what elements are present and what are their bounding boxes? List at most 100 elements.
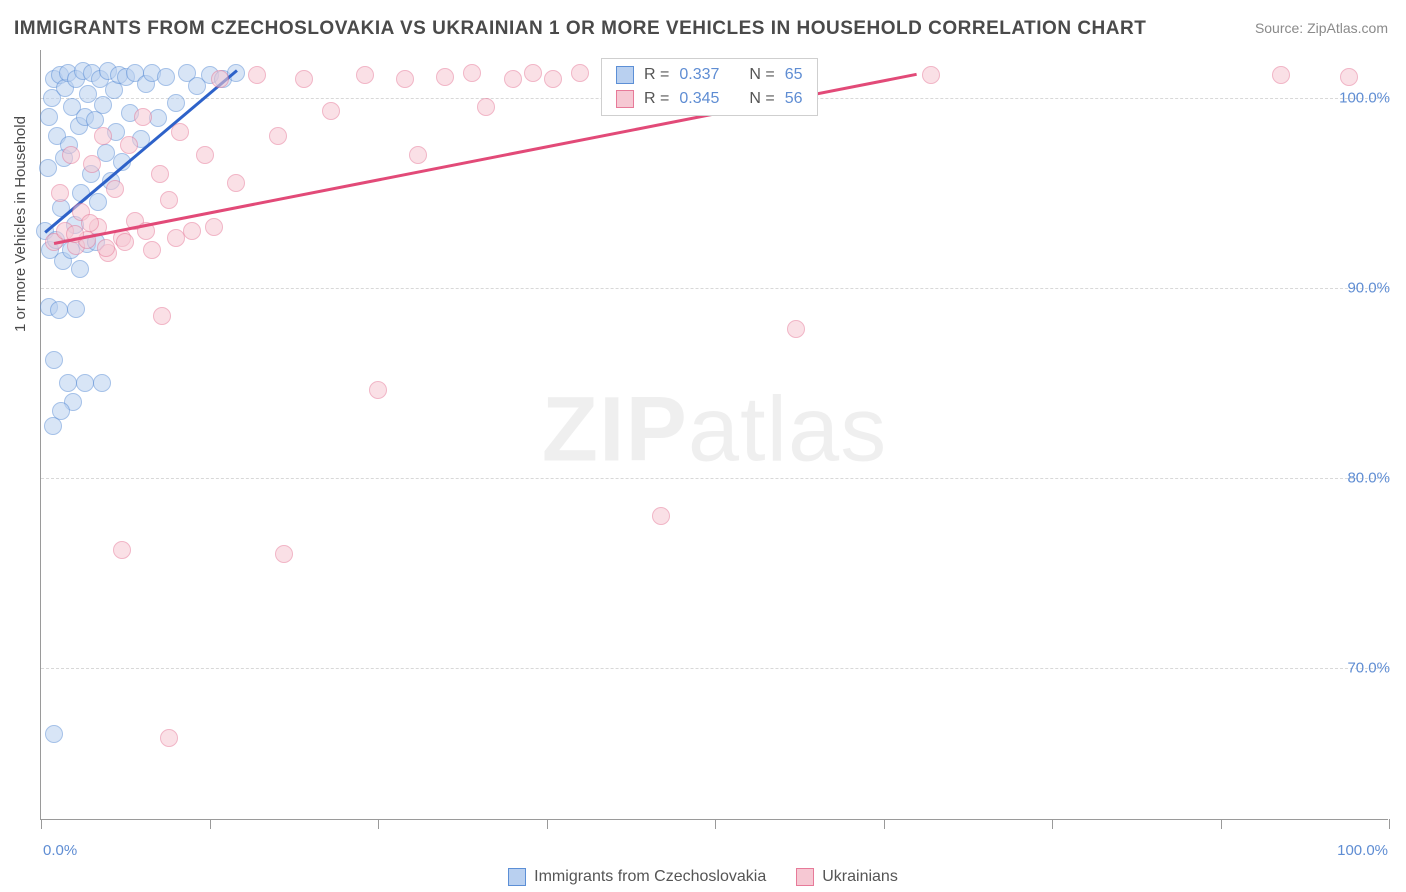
y-axis-title: 1 or more Vehicles in Household bbox=[12, 116, 29, 332]
data-point bbox=[183, 222, 201, 240]
x-tick-label: 100.0% bbox=[1337, 842, 1388, 859]
data-point bbox=[113, 541, 131, 559]
data-point bbox=[409, 146, 427, 164]
data-point bbox=[167, 94, 185, 112]
data-point bbox=[275, 545, 293, 563]
data-point bbox=[83, 155, 101, 173]
data-point bbox=[205, 218, 223, 236]
legend-stats-row: R = 0.345 N = 56 bbox=[602, 87, 817, 111]
data-point bbox=[1340, 68, 1358, 86]
legend-swatch bbox=[616, 90, 634, 108]
data-point bbox=[396, 70, 414, 88]
data-point bbox=[227, 174, 245, 192]
legend-item: Immigrants from Czechoslovakia bbox=[508, 868, 766, 886]
data-point bbox=[97, 239, 115, 257]
x-tick bbox=[41, 819, 42, 829]
data-point bbox=[369, 381, 387, 399]
bottom-legend: Immigrants from Czechoslovakia Ukrainians bbox=[0, 868, 1406, 886]
legend-stats-row: R = 0.337 N = 65 bbox=[602, 63, 817, 87]
gridline bbox=[41, 668, 1388, 669]
data-point bbox=[51, 184, 69, 202]
data-point bbox=[45, 725, 63, 743]
data-point bbox=[436, 68, 454, 86]
stat-r-value: 0.345 bbox=[679, 90, 719, 108]
source-label: Source: ZipAtlas.com bbox=[1255, 20, 1388, 36]
data-point bbox=[295, 70, 313, 88]
y-tick-label: 70.0% bbox=[1347, 659, 1390, 676]
data-point bbox=[322, 102, 340, 120]
data-point bbox=[45, 351, 63, 369]
data-point bbox=[153, 307, 171, 325]
data-point bbox=[504, 70, 522, 88]
data-point bbox=[93, 374, 111, 392]
x-tick bbox=[715, 819, 716, 829]
gridline bbox=[41, 288, 1388, 289]
data-point bbox=[167, 229, 185, 247]
x-tick bbox=[1221, 819, 1222, 829]
data-point bbox=[922, 66, 940, 84]
legend-label: Ukrainians bbox=[822, 868, 898, 886]
data-point bbox=[356, 66, 374, 84]
data-point bbox=[116, 233, 134, 251]
scatter-plot-area: ZIPatlas 70.0%80.0%90.0%100.0%0.0%100.0%… bbox=[40, 50, 1388, 820]
data-point bbox=[40, 108, 58, 126]
data-point bbox=[477, 98, 495, 116]
data-point bbox=[67, 300, 85, 318]
data-point bbox=[463, 64, 481, 82]
data-point bbox=[143, 241, 161, 259]
stat-r-value: 0.337 bbox=[679, 66, 719, 84]
x-tick bbox=[210, 819, 211, 829]
legend-swatch bbox=[508, 868, 526, 886]
data-point bbox=[89, 193, 107, 211]
data-point bbox=[160, 191, 178, 209]
x-tick bbox=[547, 819, 548, 829]
x-tick bbox=[884, 819, 885, 829]
data-point bbox=[157, 68, 175, 86]
data-point bbox=[1272, 66, 1290, 84]
data-point bbox=[269, 127, 287, 145]
x-tick bbox=[1389, 819, 1390, 829]
data-point bbox=[94, 96, 112, 114]
x-tick bbox=[378, 819, 379, 829]
data-point bbox=[787, 320, 805, 338]
legend-item: Ukrainians bbox=[796, 868, 898, 886]
legend-swatch bbox=[796, 868, 814, 886]
data-point bbox=[160, 729, 178, 747]
chart-title: IMMIGRANTS FROM CZECHOSLOVAKIA VS UKRAIN… bbox=[14, 18, 1146, 40]
data-point bbox=[134, 108, 152, 126]
data-point bbox=[71, 260, 89, 278]
data-point bbox=[652, 507, 670, 525]
data-point bbox=[106, 180, 124, 198]
y-tick-label: 90.0% bbox=[1347, 279, 1390, 296]
legend-stats-box: R = 0.337 N = 65 R = 0.345 N = 56 bbox=[601, 58, 818, 116]
stat-n-label: N = bbox=[749, 66, 774, 84]
data-point bbox=[211, 70, 229, 88]
stat-n-value: 65 bbox=[785, 66, 803, 84]
data-point bbox=[81, 214, 99, 232]
data-point bbox=[171, 123, 189, 141]
x-tick-label: 0.0% bbox=[43, 842, 77, 859]
y-tick-label: 100.0% bbox=[1339, 89, 1390, 106]
data-point bbox=[62, 146, 80, 164]
data-point bbox=[94, 127, 112, 145]
data-point bbox=[50, 301, 68, 319]
data-point bbox=[120, 136, 138, 154]
data-point bbox=[571, 64, 589, 82]
data-point bbox=[39, 159, 57, 177]
y-tick-label: 80.0% bbox=[1347, 469, 1390, 486]
data-point bbox=[524, 64, 542, 82]
legend-swatch bbox=[616, 66, 634, 84]
legend-label: Immigrants from Czechoslovakia bbox=[534, 868, 766, 886]
gridline bbox=[41, 478, 1388, 479]
stat-r-label: R = bbox=[644, 66, 669, 84]
x-tick bbox=[1052, 819, 1053, 829]
watermark: ZIPatlas bbox=[542, 377, 887, 482]
stat-r-label: R = bbox=[644, 90, 669, 108]
data-point bbox=[196, 146, 214, 164]
stat-n-label: N = bbox=[749, 90, 774, 108]
data-point bbox=[248, 66, 266, 84]
data-point bbox=[544, 70, 562, 88]
data-point bbox=[44, 417, 62, 435]
data-point bbox=[59, 374, 77, 392]
stat-n-value: 56 bbox=[785, 90, 803, 108]
